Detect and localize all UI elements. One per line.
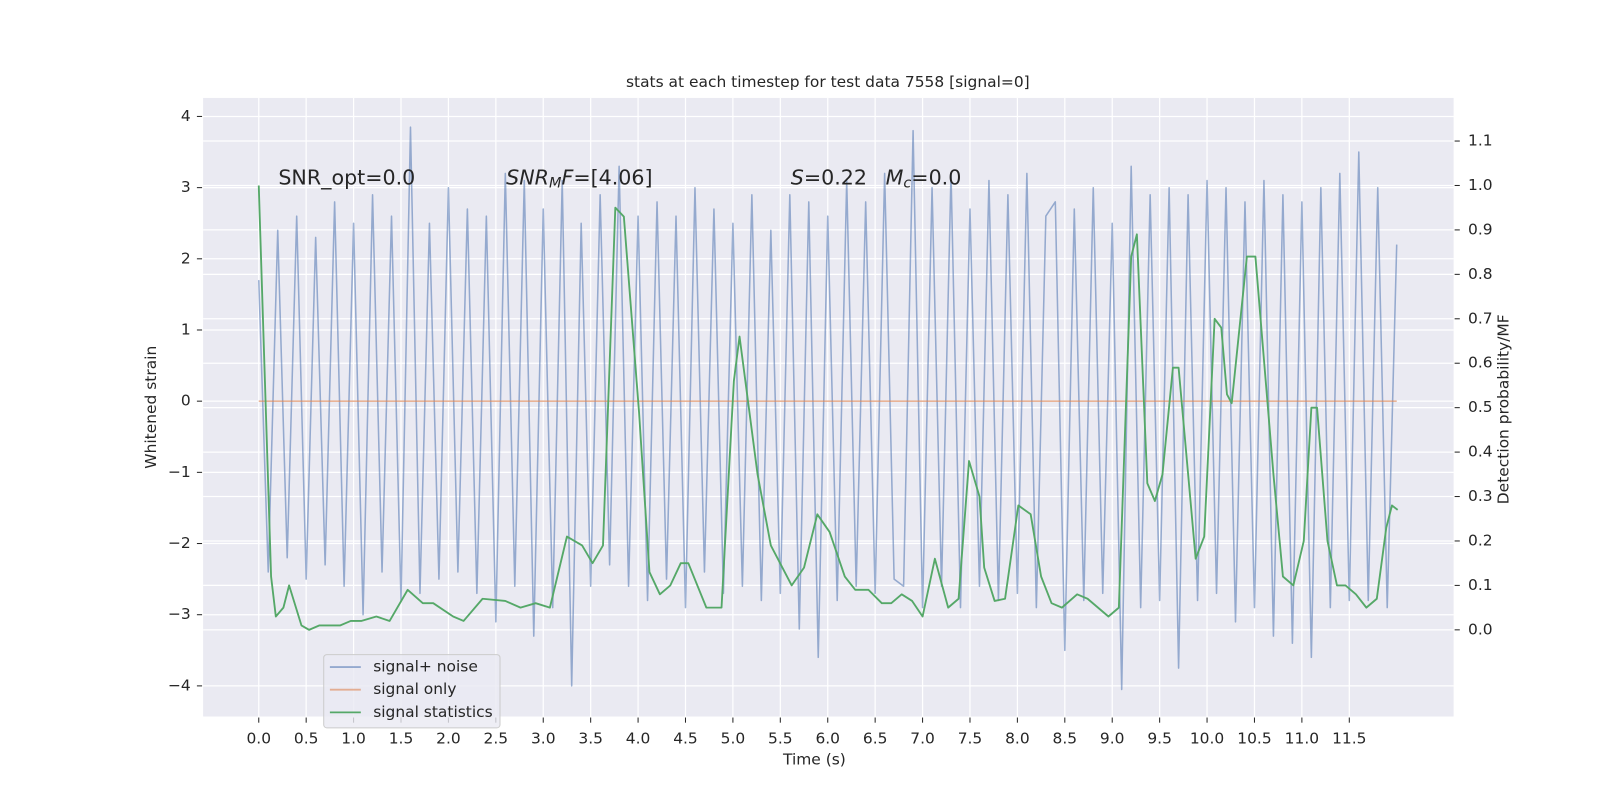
- x-tick-label: 5.5: [768, 730, 793, 748]
- y-tick-label: 0: [181, 392, 191, 410]
- y-tick-label: −4: [168, 676, 191, 694]
- annotation-part: =0.22: [804, 165, 867, 189]
- y-tick-label: −3: [168, 605, 191, 623]
- y2-tick-label: 0.8: [1468, 265, 1493, 283]
- annotation-part: SNR_opt=0.0: [278, 165, 415, 190]
- y2-tick-label: 1.0: [1468, 176, 1493, 194]
- x-tick-label: 9.5: [1147, 730, 1172, 748]
- x-tick-label: 6.0: [815, 730, 840, 748]
- x-tick-label: 4.5: [673, 730, 698, 748]
- x-tick-label: 8.0: [1005, 730, 1030, 748]
- y2-tick-label: 0.6: [1468, 354, 1493, 372]
- x-tick-label: 2.0: [436, 730, 461, 748]
- x-tick-label: 11.5: [1332, 730, 1366, 748]
- annotation: S=0.22: [791, 165, 867, 189]
- legend: signal+ noise signal only signal statistic…: [323, 654, 501, 729]
- y-tick-label: 2: [181, 249, 191, 267]
- y2-tick-label: 0.9: [1468, 220, 1493, 238]
- y2-axis-label: Detection probability/MF: [1495, 314, 1513, 504]
- x-tick-label: 11.0: [1285, 730, 1319, 748]
- y-tick-label: 4: [181, 107, 191, 125]
- annotation-part: M: [549, 176, 562, 192]
- x-tick-label: 9.0: [1100, 730, 1125, 748]
- axes: 0.0 0.5 1.0 1.5 2.0 2.5 3.0 3.5 4.0 4.5 5.0 5.5 6.0 6…: [168, 107, 1493, 748]
- y-tick-label: 1: [181, 320, 191, 338]
- legend-label: signal+ noise: [373, 658, 478, 676]
- annotation-part: =[4.06]: [573, 165, 652, 189]
- y2-tick-label: 0.7: [1468, 309, 1493, 327]
- y-tick-label: 3: [181, 178, 191, 196]
- y2-tick-label: 0.2: [1468, 531, 1493, 549]
- x-tick-label: 6.5: [863, 730, 888, 748]
- y-tick-label: −2: [168, 534, 191, 552]
- x-tick-label: 3.0: [531, 730, 556, 748]
- x-tick-label: 8.5: [1053, 730, 1078, 748]
- x-tick-label: 5.0: [721, 730, 746, 748]
- y2-tick-label: 0.3: [1468, 487, 1493, 505]
- annotation-part: SNR: [506, 165, 549, 189]
- x-tick-label: 1.5: [389, 730, 414, 748]
- legend-box: [323, 654, 501, 729]
- legend-label: signal only: [373, 680, 456, 698]
- x-tick-label: 2.5: [484, 730, 509, 748]
- y-axis-label: Whitened strain: [142, 346, 160, 469]
- annotations: SNR_opt=0.0 SNRMF=[4.06] S=0.22 Mc=0.0: [278, 165, 961, 191]
- y2-tick-label: 0.5: [1468, 398, 1493, 416]
- annotation: SNR_opt=0.0: [278, 165, 415, 190]
- series-line: [257, 126, 1398, 691]
- x-tick-label: 7.0: [910, 730, 935, 748]
- x-tick-label: 3.5: [578, 730, 603, 748]
- x-tick-label: 1.0: [341, 730, 366, 748]
- y2-tick-label: 1.1: [1468, 132, 1493, 150]
- series-line: [257, 185, 1399, 631]
- annotation-part: F: [561, 165, 574, 189]
- annotation-part: c: [903, 176, 911, 192]
- legend-label: signal statistics: [373, 703, 493, 721]
- annotation: Mc=0.0: [886, 165, 962, 191]
- y2-tick-label: 0.1: [1468, 576, 1493, 594]
- annotation-part: M: [886, 165, 904, 189]
- y-tick-label: −1: [168, 463, 191, 481]
- annotation-part: S: [791, 165, 804, 189]
- lines: [257, 126, 1399, 691]
- x-tick-label: 0.5: [294, 730, 319, 748]
- y2-tick-label: 0.4: [1468, 443, 1493, 461]
- annotation: SNRMF=[4.06]: [506, 165, 652, 191]
- x-tick-label: 10.5: [1237, 730, 1271, 748]
- y2-tick-label: 0.0: [1468, 620, 1493, 638]
- x-axis-label: Time (s): [782, 750, 846, 768]
- x-tick-label: 7.5: [958, 730, 983, 748]
- annotation-part: =0.0: [911, 165, 961, 189]
- x-tick-label: 10.0: [1190, 730, 1224, 748]
- x-tick-label: 4.0: [626, 730, 651, 748]
- x-tick-label: 0.0: [246, 730, 271, 748]
- chart-title: stats at each timestep for test data 755…: [626, 73, 1030, 91]
